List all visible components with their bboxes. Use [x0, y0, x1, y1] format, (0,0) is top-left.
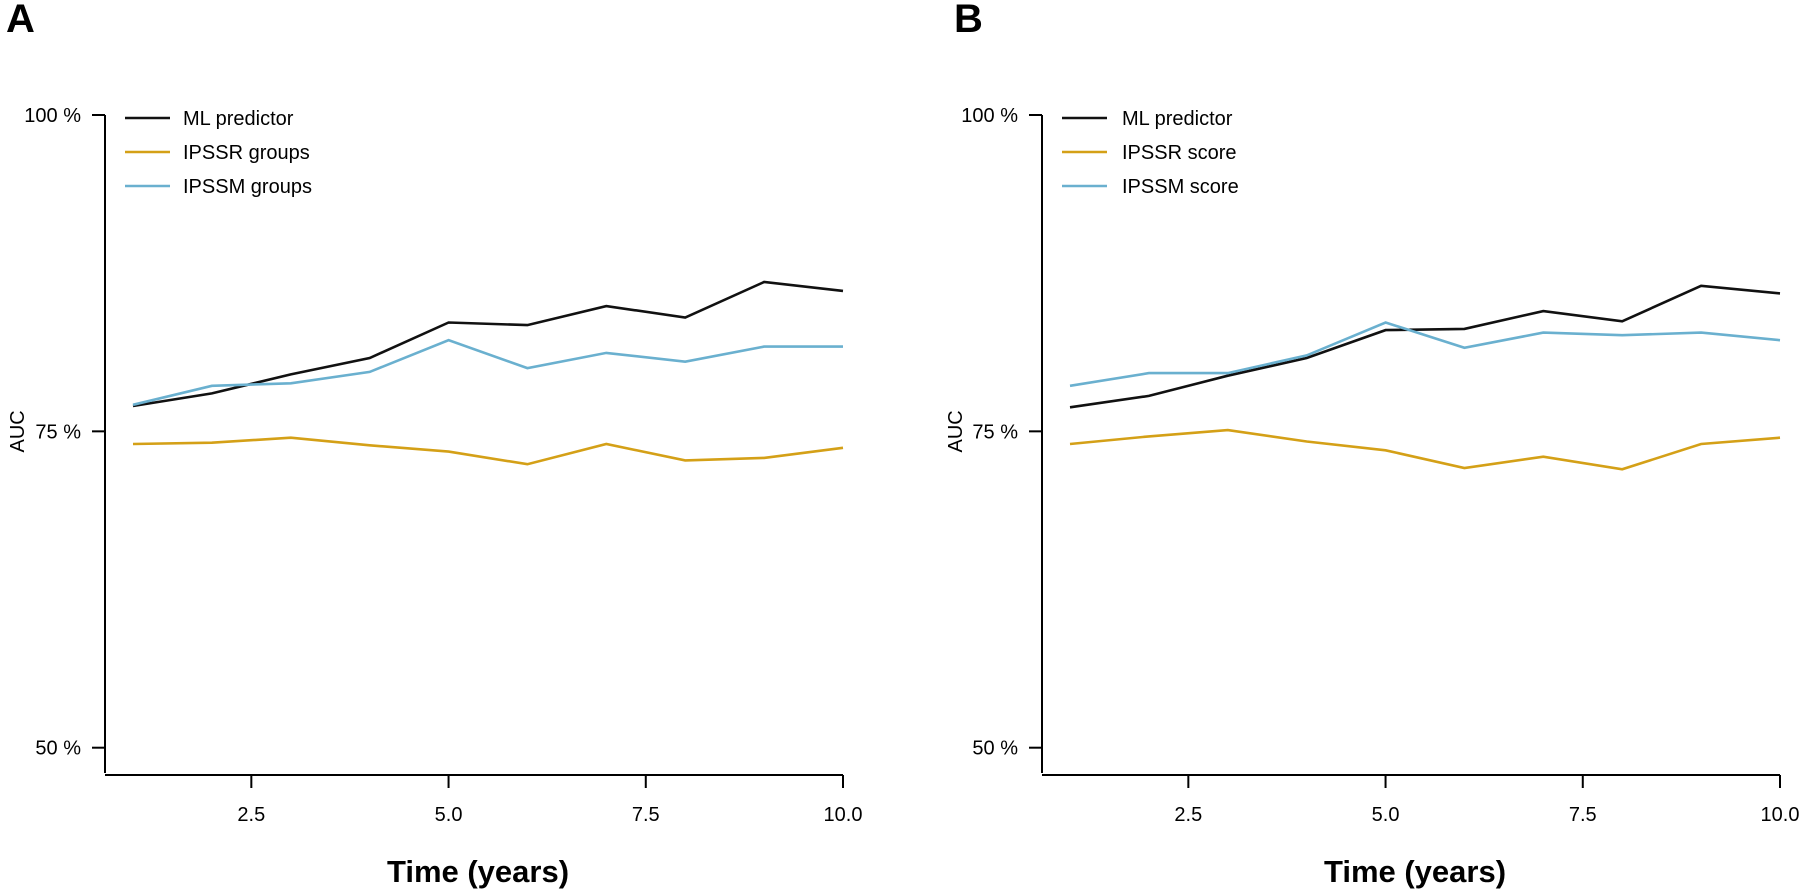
series-line-3 — [1069, 321, 1781, 388]
legend-label: ML predictor — [183, 108, 294, 130]
x-tick-label: 5.0 — [435, 804, 463, 826]
y-tick-label: 100 % — [961, 105, 1018, 127]
y-tick-label: 100 % — [24, 105, 81, 127]
panel-a-letter: A — [6, 0, 35, 41]
y-axis-title: AUC — [945, 410, 967, 452]
x-tick-label: 5.0 — [1372, 804, 1400, 826]
series-line-1 — [132, 280, 844, 408]
x-axis-title: Time (years) — [387, 854, 569, 889]
panel-b: B 50 % 75 % 100 % 2.5 5.0 7.5 10.0 Time (years)… — [945, 0, 1799, 889]
y-tick-label: 75 % — [35, 421, 81, 443]
x-tick-label: 2.5 — [1174, 804, 1202, 826]
x-axis-title: Time (years) — [1324, 854, 1506, 889]
legend-label: IPSSM score — [1122, 176, 1239, 198]
series-line-2 — [132, 436, 844, 466]
panel-a: A 50 % 75 % 100 % 2.5 5.0 7.5 10.0 Time (years)… — [6, 0, 862, 889]
x-tick-label: 7.5 — [632, 804, 660, 826]
x-tick-label: 7.5 — [1569, 804, 1597, 826]
series-line-2 — [1069, 428, 1781, 471]
legend-label: IPSSM groups — [183, 176, 312, 198]
legend-label: IPSSR groups — [183, 142, 310, 164]
x-tick-label: 10.0 — [824, 804, 863, 826]
y-axis-title: AUC — [7, 410, 29, 452]
panel-b-letter: B — [954, 0, 983, 41]
x-tick-label: 2.5 — [237, 804, 265, 826]
legend-label: IPSSR score — [1122, 142, 1236, 164]
y-tick-label: 50 % — [972, 738, 1018, 760]
y-tick-label: 50 % — [35, 738, 81, 760]
series-line-1 — [1069, 284, 1781, 409]
legend-label: ML predictor — [1122, 108, 1233, 130]
y-tick-label: 75 % — [972, 421, 1018, 443]
x-tick-label: 10.0 — [1761, 804, 1800, 826]
series-line-3 — [132, 338, 843, 407]
